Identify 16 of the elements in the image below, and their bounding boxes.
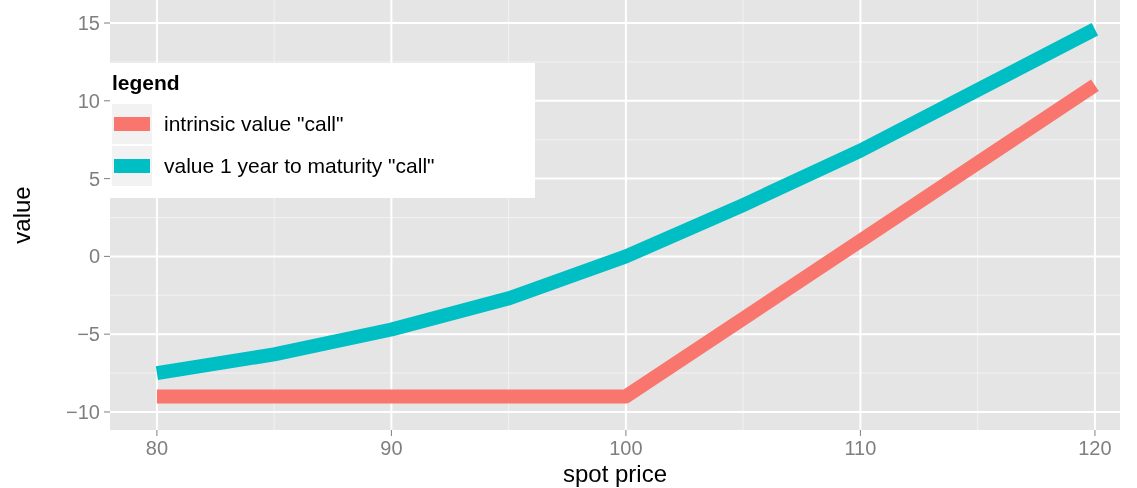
y-tick-label: 5 (88, 167, 100, 190)
legend-title: legend (112, 71, 180, 94)
x-tick-label: 110 (844, 437, 877, 459)
x-tick-label: 100 (609, 437, 643, 459)
y-tick-label: 0 (88, 245, 100, 268)
y-tick-label: −10 (66, 400, 100, 423)
y-tick-label: 15 (77, 12, 100, 35)
x-tick-label: 90 (380, 437, 403, 459)
x-axis-title: spot price (562, 460, 668, 487)
y-tick-label: −5 (77, 323, 100, 346)
legend-label: value 1 year to maturity "call" (164, 154, 435, 177)
y-tick-label: 10 (77, 89, 100, 112)
x-tick-label: 80 (145, 437, 169, 459)
x-tick-label: 120 (1078, 437, 1112, 459)
legend-label: intrinsic value "call" (164, 112, 344, 135)
y-axis-title: value (8, 186, 35, 244)
